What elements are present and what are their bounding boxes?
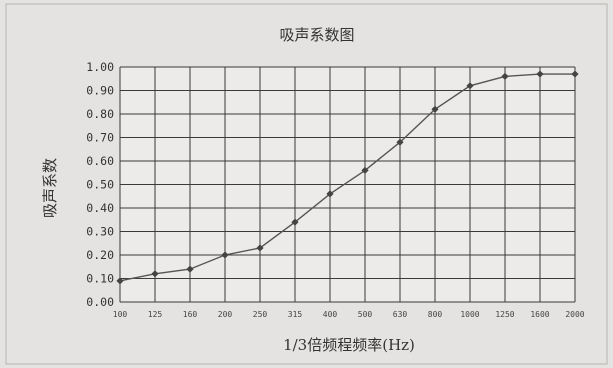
data-point-marker — [116, 277, 124, 285]
y-tick-label: 0.10 — [86, 272, 114, 286]
data-point-marker — [256, 244, 264, 252]
x-tick-label: 1600 — [530, 310, 549, 319]
x-tick-label: 2000 — [565, 310, 584, 319]
chart-title: 吸声系数图 — [279, 26, 354, 44]
data-point-marker — [431, 105, 439, 113]
x-tick-label: 1250 — [495, 310, 514, 319]
y-tick-label: 0.40 — [86, 201, 114, 215]
chart-frame — [5, 3, 608, 365]
x-tick-label: 125 — [148, 310, 163, 319]
x-tick-label: 200 — [218, 310, 233, 319]
x-tick-label: 500 — [358, 310, 373, 319]
data-point-marker — [221, 251, 229, 259]
y-tick-label: 0.50 — [86, 178, 114, 192]
data-point-marker — [501, 72, 509, 80]
x-tick-label: 1000 — [460, 310, 479, 319]
y-tick-label: 0.60 — [86, 154, 114, 168]
y-tick-label: 0.00 — [86, 295, 114, 309]
x-tick-label: 400 — [323, 310, 338, 319]
y-tick-label: 0.30 — [86, 225, 114, 239]
series-line — [119, 73, 575, 282]
y-tick-label: 0.80 — [86, 107, 114, 121]
y-tick-label: 0.90 — [86, 84, 114, 98]
x-tick-label: 630 — [393, 310, 408, 319]
data-point-marker — [536, 70, 544, 78]
x-tick-label: 160 — [183, 310, 198, 319]
data-point-marker — [291, 218, 299, 226]
x-tick-label: 800 — [428, 310, 443, 319]
data-point-marker — [151, 270, 159, 278]
y-tick-label: 1.00 — [86, 60, 114, 74]
y-tick-label: 0.20 — [86, 248, 114, 262]
x-tick-label: 315 — [288, 310, 303, 319]
x-axis-title: 1/3倍频程频率(Hz) — [283, 336, 415, 354]
data-point-marker — [396, 138, 404, 146]
y-tick-label: 0.70 — [86, 131, 114, 145]
y-axis-title: 吸声系数 — [41, 158, 59, 218]
x-tick-label: 100 — [113, 310, 128, 319]
data-point-marker — [571, 70, 579, 78]
data-point-marker — [361, 166, 369, 174]
data-point-marker — [466, 82, 474, 90]
data-point-marker — [186, 265, 194, 273]
x-tick-label: 250 — [253, 310, 268, 319]
data-point-marker — [326, 190, 334, 198]
